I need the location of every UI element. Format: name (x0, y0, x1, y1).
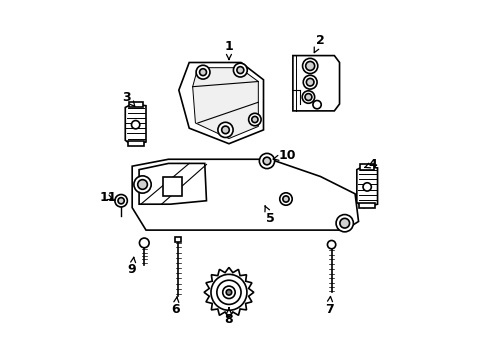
Text: 6: 6 (171, 297, 179, 316)
Circle shape (218, 122, 233, 138)
Text: 7: 7 (324, 296, 333, 316)
Text: 11: 11 (99, 191, 117, 204)
Circle shape (335, 215, 353, 232)
Polygon shape (192, 68, 258, 139)
Polygon shape (127, 141, 143, 146)
Circle shape (302, 91, 314, 103)
Circle shape (305, 94, 311, 100)
Circle shape (216, 280, 241, 305)
Polygon shape (128, 102, 142, 107)
Polygon shape (356, 166, 377, 208)
Circle shape (236, 67, 244, 73)
Circle shape (248, 113, 261, 126)
Circle shape (282, 196, 288, 202)
Text: 1: 1 (224, 40, 233, 59)
Polygon shape (203, 267, 253, 317)
Circle shape (138, 180, 147, 189)
Circle shape (305, 62, 314, 71)
Text: 4: 4 (364, 158, 376, 171)
Polygon shape (163, 176, 182, 195)
Text: 8: 8 (224, 308, 233, 327)
Circle shape (312, 100, 321, 109)
Circle shape (233, 63, 247, 77)
Polygon shape (175, 237, 181, 242)
Text: 9: 9 (127, 257, 136, 276)
Text: 5: 5 (264, 206, 274, 225)
Circle shape (139, 238, 149, 248)
Circle shape (259, 153, 274, 168)
Circle shape (210, 274, 246, 310)
Circle shape (196, 65, 209, 79)
Circle shape (115, 194, 127, 207)
Circle shape (199, 69, 206, 76)
Text: 2: 2 (314, 33, 324, 53)
Text: 3: 3 (122, 91, 135, 106)
Circle shape (134, 176, 151, 193)
Circle shape (222, 286, 235, 298)
Polygon shape (359, 203, 374, 208)
Text: 10: 10 (273, 149, 296, 162)
Polygon shape (139, 163, 206, 204)
Circle shape (226, 289, 231, 295)
Circle shape (306, 78, 313, 86)
Polygon shape (360, 165, 373, 170)
Polygon shape (125, 104, 146, 145)
Circle shape (302, 58, 317, 73)
Polygon shape (292, 55, 339, 111)
Circle shape (221, 126, 229, 134)
Circle shape (263, 157, 270, 165)
Circle shape (118, 198, 124, 204)
Polygon shape (132, 159, 358, 230)
Polygon shape (179, 63, 263, 144)
Circle shape (303, 75, 316, 89)
Circle shape (362, 183, 370, 191)
Circle shape (251, 116, 258, 123)
Circle shape (279, 193, 292, 205)
Circle shape (327, 240, 335, 249)
Circle shape (339, 219, 349, 228)
Circle shape (131, 121, 140, 129)
